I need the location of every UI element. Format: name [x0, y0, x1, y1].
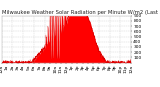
Text: Milwaukee Weather Solar Radiation per Minute W/m2 (Last 24 Hours): Milwaukee Weather Solar Radiation per Mi… — [2, 10, 160, 15]
